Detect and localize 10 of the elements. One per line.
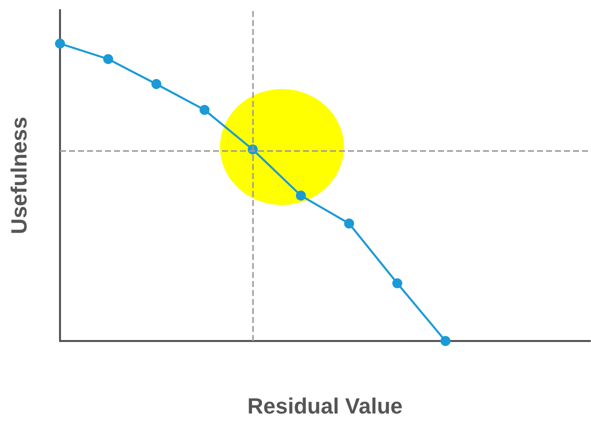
y-axis-title: Usefulness (6, 116, 32, 234)
point (440, 336, 450, 346)
point (392, 278, 402, 288)
point (151, 79, 162, 90)
point (344, 218, 354, 229)
x-axis-title: Residual Value (247, 394, 403, 418)
point (296, 190, 306, 201)
point (200, 104, 210, 115)
point (103, 54, 114, 64)
point (55, 38, 65, 49)
